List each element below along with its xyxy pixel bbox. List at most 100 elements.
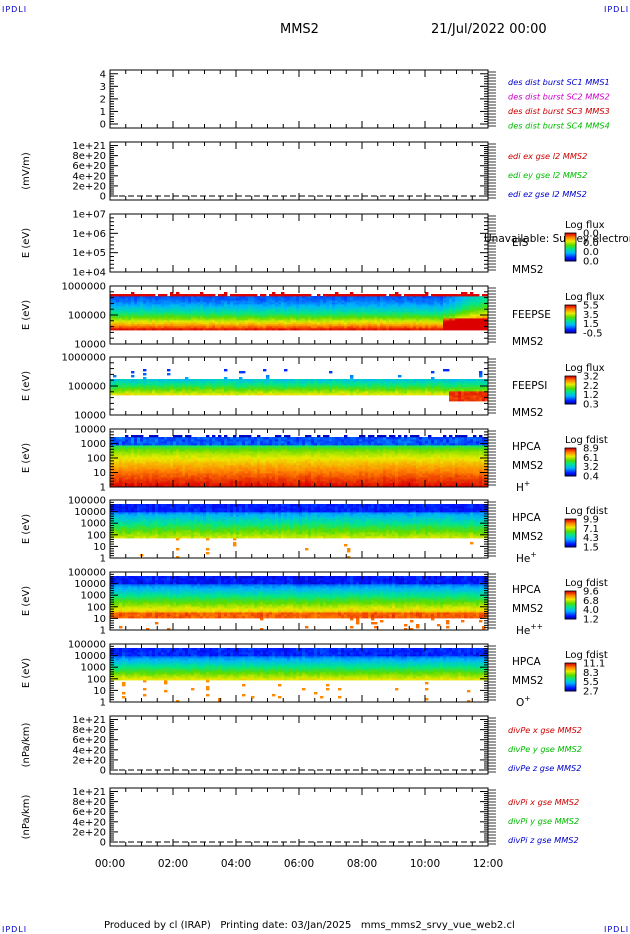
spectrogram-cell xyxy=(260,328,264,331)
spectrogram-cell xyxy=(341,326,345,329)
spacecraft-label: MMS2 xyxy=(512,264,543,276)
spectrogram-cell xyxy=(296,318,300,321)
spectrogram-cell xyxy=(410,312,414,315)
spectrogram-cell xyxy=(113,310,117,313)
spectrogram-cell xyxy=(149,324,153,327)
spectrogram-cell xyxy=(353,312,357,315)
spectrogram-cell xyxy=(233,298,237,301)
spectrogram-cell xyxy=(410,304,414,307)
spectrogram-cell xyxy=(272,322,276,325)
spectrogram-cell xyxy=(269,306,273,309)
spectrogram-cell xyxy=(314,306,318,309)
spectrogram-cell xyxy=(128,326,132,329)
colorbar-swatch xyxy=(565,233,576,235)
spectrogram-cell xyxy=(182,328,186,331)
spectrogram-cell xyxy=(149,300,153,303)
spectrogram-cell xyxy=(224,308,228,311)
spectrogram-cell xyxy=(206,296,210,299)
spectrogram-cell xyxy=(350,300,354,303)
spectrogram-cell xyxy=(218,300,222,303)
spectrogram-cell xyxy=(143,373,147,376)
spectrogram-cell xyxy=(293,379,297,382)
spectrogram-cell xyxy=(245,312,249,315)
spectrogram-cell xyxy=(368,316,372,319)
colorbar-swatch xyxy=(565,241,576,243)
spectrogram-cell xyxy=(113,294,117,297)
spectrogram-cell xyxy=(386,298,390,301)
spectrogram-cell xyxy=(332,379,336,382)
spectrogram-cell xyxy=(278,324,282,327)
spectrogram-cell xyxy=(332,316,336,319)
spectrogram-cell xyxy=(464,379,468,382)
spectrogram-cell xyxy=(146,296,150,299)
spectrogram-cell xyxy=(431,296,435,299)
spectrogram-cell xyxy=(140,435,144,438)
spectrogram-cell xyxy=(272,300,276,303)
spectrogram-cell xyxy=(269,294,273,297)
spectrogram-cell xyxy=(443,294,447,297)
y-tick-label: 10000 xyxy=(74,411,106,422)
spectrogram-cell xyxy=(404,296,408,299)
spectrogram-cell xyxy=(335,312,339,315)
spectrogram-cell xyxy=(302,324,306,327)
spectrogram-cell xyxy=(305,326,309,329)
y-tick-label: 6e+20 xyxy=(72,161,106,172)
spectrogram-cell xyxy=(425,298,429,301)
spectrogram-cell xyxy=(146,308,150,311)
spectrogram-cell xyxy=(230,304,234,307)
spectrogram-cell xyxy=(296,324,300,327)
spectrogram-cell xyxy=(212,312,216,315)
spectrogram-cell xyxy=(314,320,318,323)
spectrogram-cell xyxy=(176,320,180,323)
spectrogram-cell xyxy=(224,314,228,317)
spectrogram-cell xyxy=(290,379,294,382)
spectrogram-cell xyxy=(302,304,306,307)
spectrogram-cell xyxy=(344,312,348,315)
spectrogram-cell xyxy=(353,318,357,321)
spectrogram-cell xyxy=(392,316,396,319)
spectrogram-cell xyxy=(434,300,438,303)
spectrogram-cell xyxy=(272,308,276,311)
spectrogram-cell xyxy=(473,379,477,382)
spectrogram-cell xyxy=(377,328,381,331)
y-tick-label: 0 xyxy=(100,192,106,203)
spectrogram-cell xyxy=(350,375,354,378)
spectrogram-cell xyxy=(320,306,324,309)
spectrogram-cell xyxy=(110,298,114,301)
spectrogram-cell xyxy=(329,371,333,374)
spectrogram-cell xyxy=(251,298,255,301)
spectrogram-cell xyxy=(257,300,261,303)
spectrogram-cell xyxy=(284,300,288,303)
spectrogram-cell xyxy=(236,306,240,309)
spectrogram-cell xyxy=(368,324,372,327)
spectrogram-cell xyxy=(152,302,156,305)
y-tick-label: 1 xyxy=(100,107,106,118)
spectrogram-cell xyxy=(266,328,270,331)
spectrogram-cell xyxy=(128,320,132,323)
spectrogram-cell xyxy=(221,320,225,323)
spectrogram-cell xyxy=(338,298,342,301)
spectrogram-cell xyxy=(176,324,180,327)
spectrogram-cell xyxy=(242,298,246,301)
spectrogram-cell xyxy=(251,308,255,311)
spectrogram-cell xyxy=(323,328,327,331)
spectrogram-cell xyxy=(311,300,315,303)
spectrogram-cell xyxy=(161,312,165,315)
spectrogram-cell xyxy=(239,324,243,327)
spectrogram-cell xyxy=(332,308,336,311)
spectrogram-cell xyxy=(134,318,138,321)
spectrogram-cell xyxy=(386,312,390,315)
spectrogram-cell xyxy=(377,316,381,319)
spectrogram-cell xyxy=(398,306,402,309)
spectrogram-cell xyxy=(386,314,390,317)
spectrogram-cell xyxy=(131,379,135,382)
spectrogram-cell xyxy=(263,322,267,325)
spectrogram-cell xyxy=(362,312,366,315)
spectrogram-cell xyxy=(182,320,186,323)
colorbar-swatch xyxy=(565,259,576,261)
spectrogram-cell xyxy=(224,300,228,303)
spectrogram-cell xyxy=(335,308,339,311)
spectrogram-cell xyxy=(323,296,327,299)
spectrogram-cell xyxy=(119,318,123,321)
spectrogram-cell xyxy=(152,304,156,307)
